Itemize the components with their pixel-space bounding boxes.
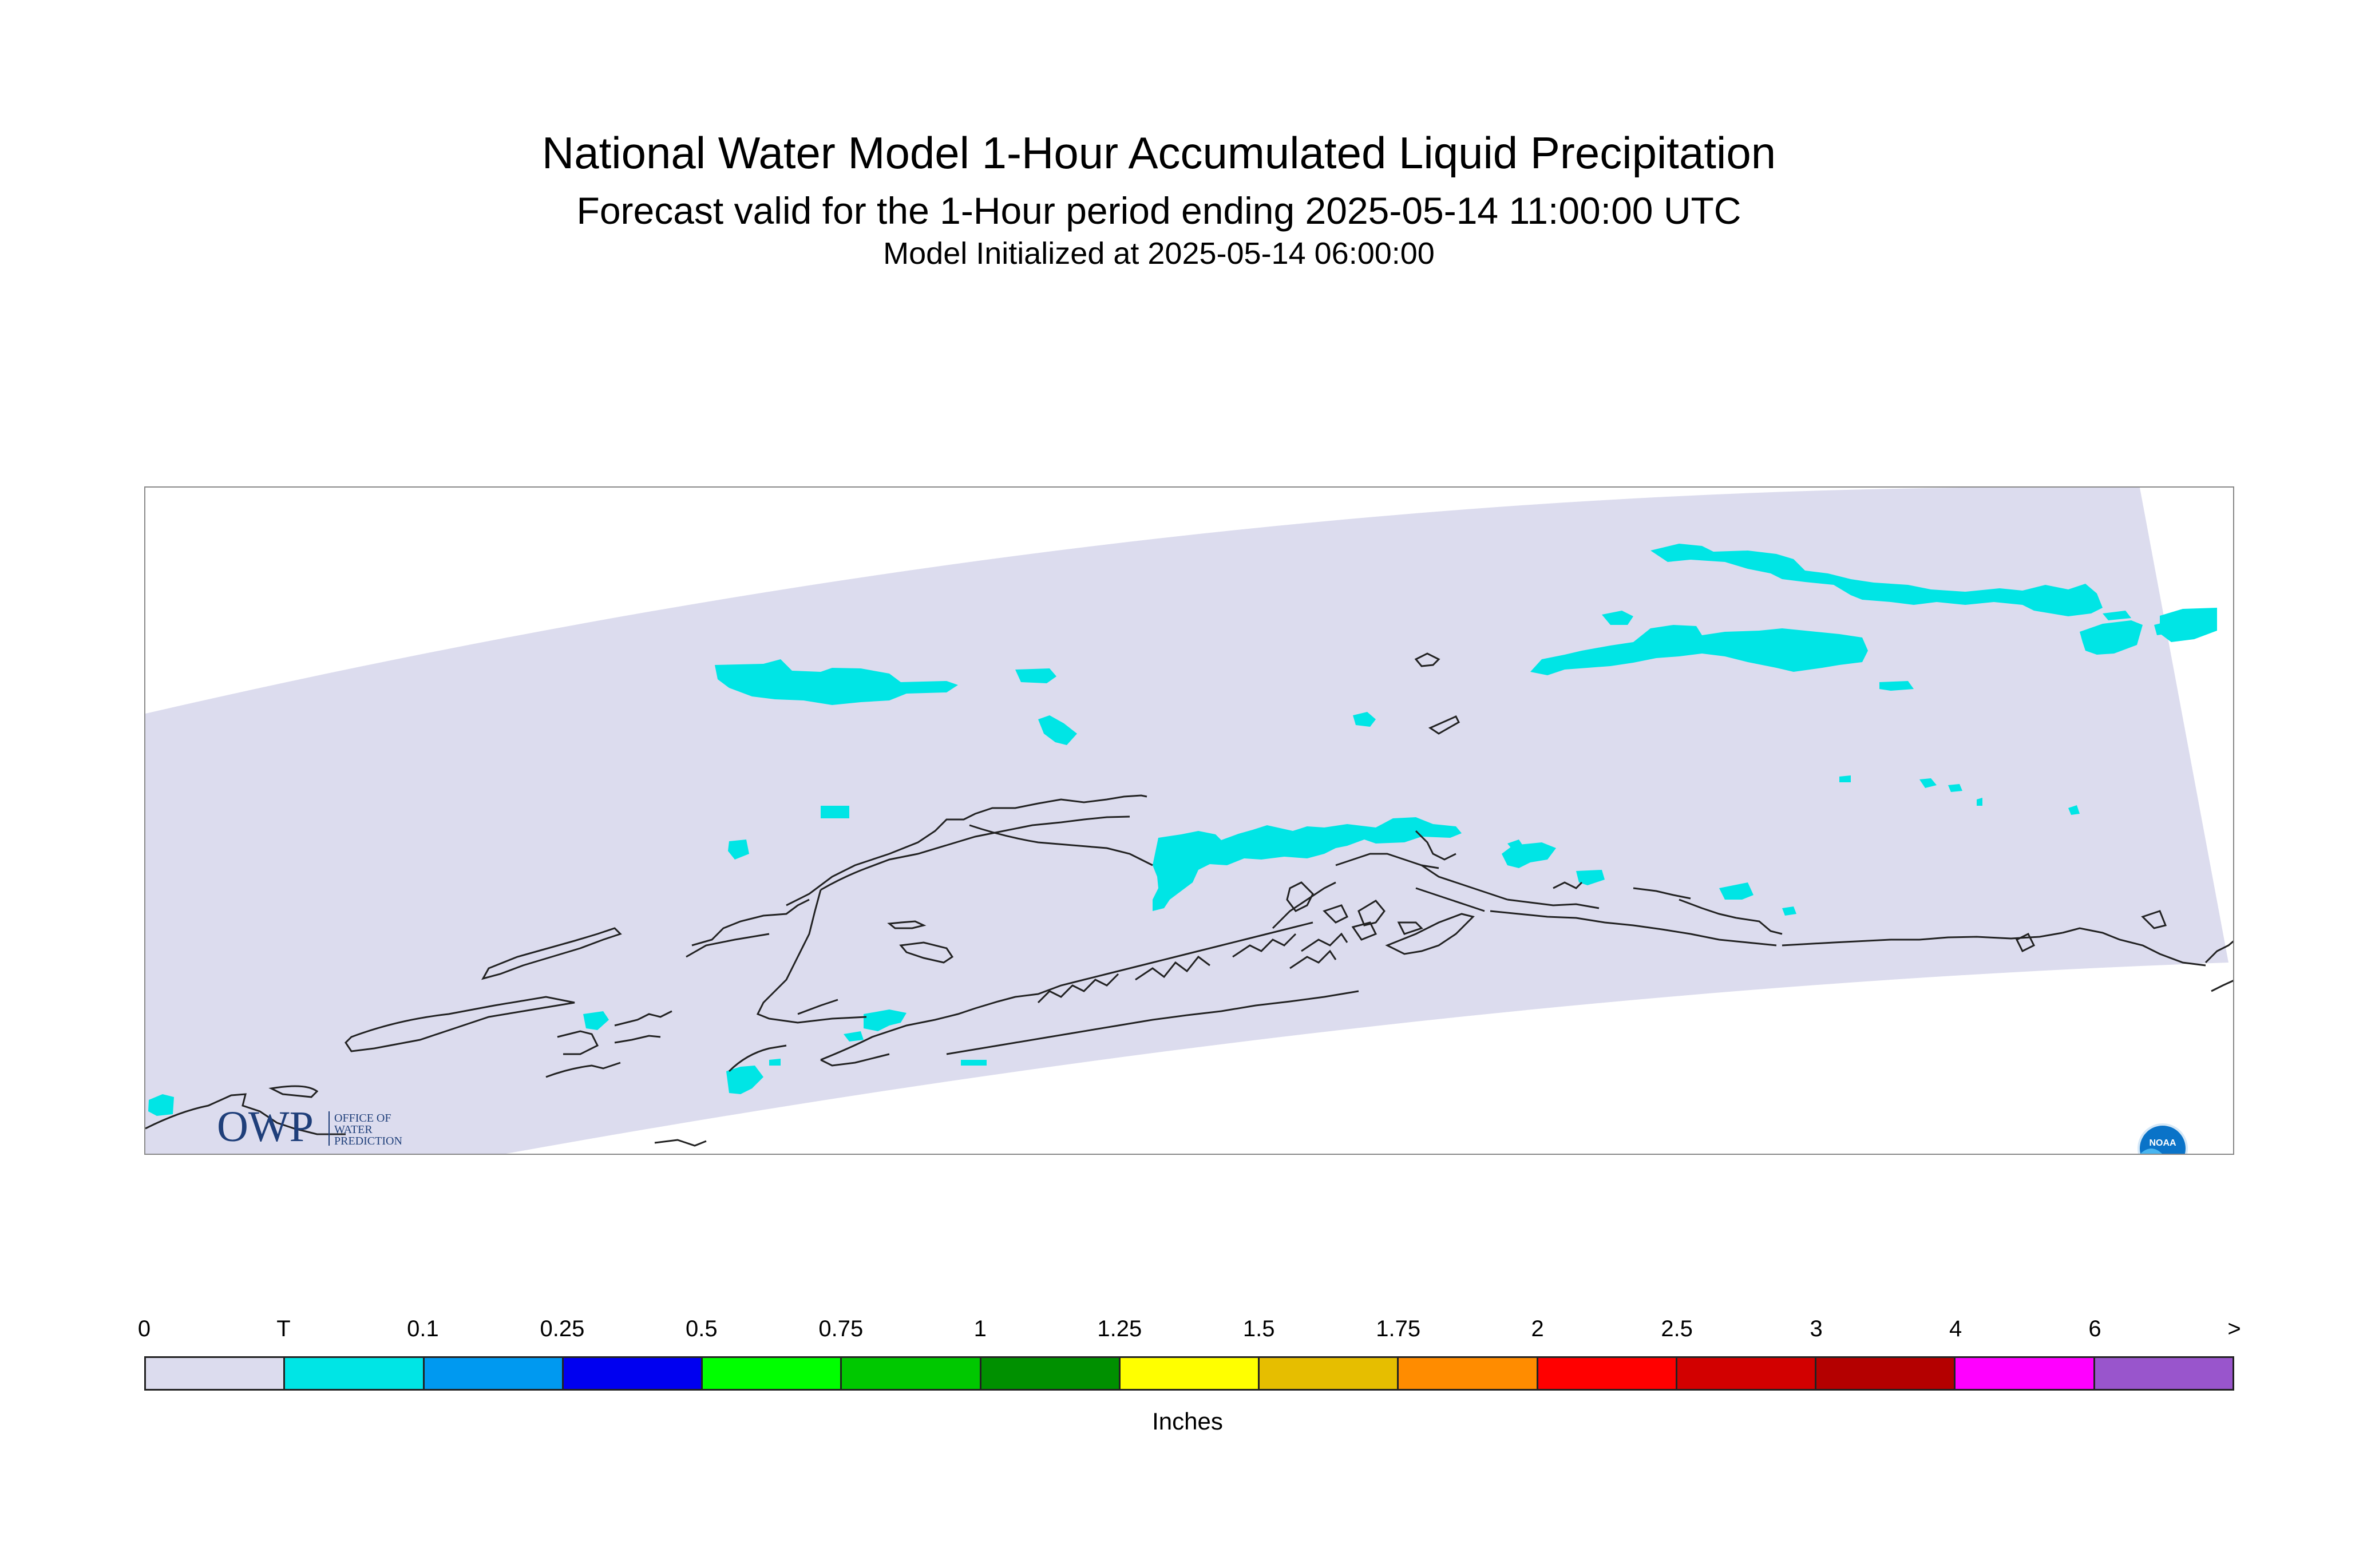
colorbar-cell bbox=[285, 1358, 425, 1389]
colorbar-label: 0.5 bbox=[686, 1316, 718, 1341]
colorbar-label: 1.5 bbox=[1242, 1316, 1275, 1341]
colorbar-label: 0.75 bbox=[818, 1316, 864, 1341]
colorbar-cell bbox=[2095, 1358, 2232, 1389]
colorbar-cell bbox=[1816, 1358, 1956, 1389]
coastline-outlines bbox=[145, 652, 2233, 1147]
map-panel: OWP OFFICE OF WATER PREDICTION NOAA bbox=[144, 486, 2234, 1155]
precipitation-trace-areas bbox=[148, 544, 2217, 1116]
colorbar-label: 1.25 bbox=[1097, 1316, 1142, 1341]
owp-logo-line1: OFFICE OF bbox=[334, 1112, 391, 1124]
colorbar-cell bbox=[1538, 1358, 1677, 1389]
colorbar bbox=[144, 1356, 2234, 1391]
map-title: National Water Model 1-Hour Accumulated … bbox=[541, 128, 1776, 178]
colorbar-label: 2.5 bbox=[1661, 1316, 1693, 1341]
colorbar-label: 4 bbox=[1949, 1316, 1962, 1341]
colorbar-label: 0.25 bbox=[540, 1316, 585, 1341]
colorbar-label: 1 bbox=[973, 1316, 987, 1341]
colorbar-label: 0.1 bbox=[407, 1316, 439, 1341]
colorbar-cell bbox=[842, 1358, 981, 1389]
owp-logo: OWP OFFICE OF WATER PREDICTION bbox=[217, 1103, 402, 1151]
owp-logo-line3: PREDICTION bbox=[334, 1135, 402, 1147]
colorbar-labels: 0 T 0.1 0.25 0.5 0.75 1 1.25 1.5 1.75 2 2.5 3 4 6 > bbox=[0, 1316, 2375, 1351]
colorbar-cell bbox=[981, 1358, 1121, 1389]
colorbar-cell bbox=[1677, 1358, 1817, 1389]
model-init-line: Model Initialized at 2025-05-14 06:00:00 bbox=[883, 236, 1435, 271]
colorbar-cell bbox=[146, 1358, 286, 1389]
colorbar-cell bbox=[424, 1358, 564, 1389]
colorbar-label: T bbox=[276, 1316, 291, 1341]
colorbar-cell bbox=[1956, 1358, 2095, 1389]
colorbar-label: 1.75 bbox=[1376, 1316, 1421, 1341]
noaa-logo-text: NOAA bbox=[2149, 1138, 2176, 1148]
colorbar-cell bbox=[1399, 1358, 1538, 1389]
map-canvas: OWP OFFICE OF WATER PREDICTION NOAA bbox=[145, 488, 2233, 1154]
noaa-logo: NOAA bbox=[2138, 1123, 2188, 1154]
colorbar-label: 3 bbox=[1810, 1316, 1823, 1341]
colorbar-cell bbox=[1120, 1358, 1260, 1389]
colorbar-units: Inches bbox=[1152, 1408, 1223, 1435]
owp-logo-big: OWP bbox=[217, 1103, 314, 1151]
colorbar-cell bbox=[703, 1358, 842, 1389]
colorbar-label: 6 bbox=[2088, 1316, 2101, 1341]
colorbar-label: 2 bbox=[1531, 1316, 1544, 1341]
colorbar-cell bbox=[563, 1358, 703, 1389]
map-subtitle: Forecast valid for the 1-Hour period end… bbox=[576, 189, 1741, 232]
colorbar-cell bbox=[1260, 1358, 1399, 1389]
colorbar-label: 0 bbox=[137, 1316, 151, 1341]
colorbar-label: > bbox=[2227, 1316, 2241, 1341]
owp-logo-line2: WATER bbox=[334, 1123, 373, 1136]
